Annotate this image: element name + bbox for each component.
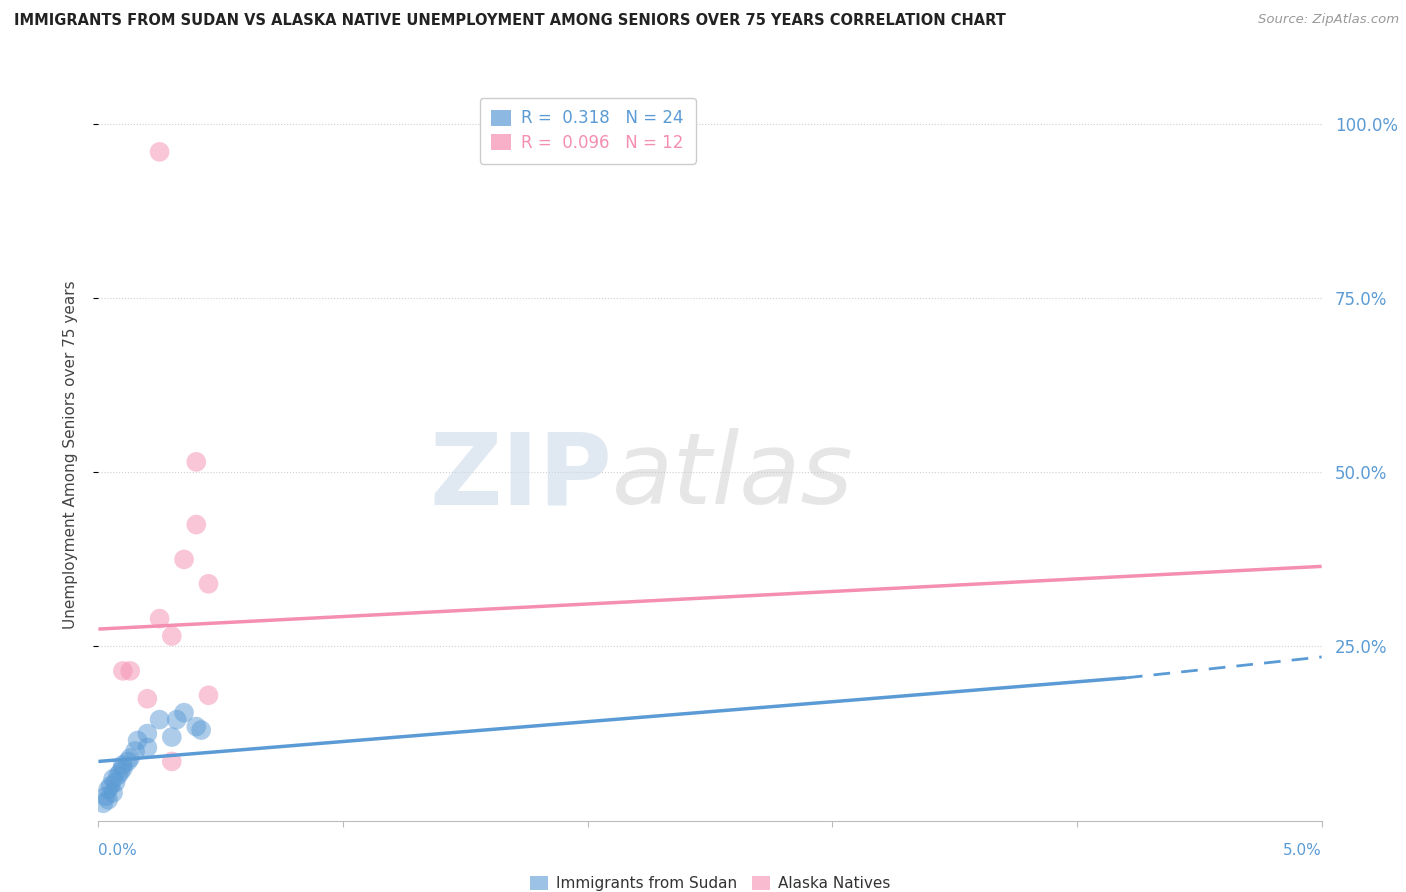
Point [173,706,195,720]
Point [110,764,132,779]
Point [149,612,172,626]
Point [186,455,208,469]
Point [186,720,208,734]
Text: IMMIGRANTS FROM SUDAN VS ALASKA NATIVE UNEMPLOYMENT AMONG SENIORS OVER 75 YEARS : IMMIGRANTS FROM SUDAN VS ALASKA NATIVE U… [14,13,1005,29]
Point [149,145,172,159]
Point [107,768,129,782]
Point [160,755,183,769]
Point [91,796,114,810]
Point [100,779,122,793]
Text: 5.0%: 5.0% [1282,843,1322,858]
Point [111,664,134,678]
Point [111,761,134,775]
Point [166,713,188,727]
Legend: Immigrants from Sudan, Alaska Natives: Immigrants from Sudan, Alaska Natives [523,870,897,892]
Point [149,713,172,727]
Point [136,740,159,755]
Point [136,691,159,706]
Point [186,517,208,532]
Point [117,755,139,769]
Point [197,688,219,702]
Point [104,775,127,789]
Point [97,793,120,807]
Point [160,629,183,643]
Text: ZIP: ZIP [429,428,612,525]
Text: Source: ZipAtlas.com: Source: ZipAtlas.com [1258,13,1399,27]
Point [124,744,146,758]
Point [173,552,195,566]
Point [190,723,212,737]
Point [97,782,120,797]
Point [111,758,134,772]
Point [197,576,219,591]
Y-axis label: Unemployment Among Seniors over 75 years: Unemployment Among Seniors over 75 years [63,281,77,629]
Text: atlas: atlas [612,428,853,525]
Point [94,789,117,804]
Point [101,772,124,786]
Point [127,733,149,747]
Point [101,786,124,800]
Point [120,751,142,765]
Point [120,664,142,678]
Text: 0.0%: 0.0% [98,843,138,858]
Point [160,730,183,744]
Point [136,726,159,740]
